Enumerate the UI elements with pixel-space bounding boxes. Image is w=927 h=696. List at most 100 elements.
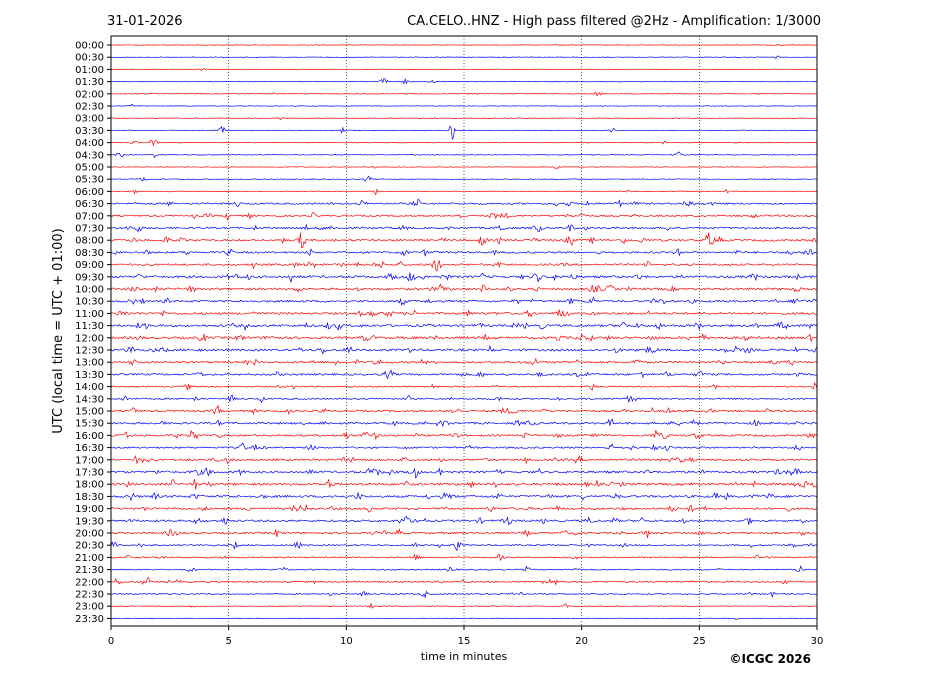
y-tick-label: 07:00 — [75, 211, 104, 222]
seismic-trace — [111, 333, 817, 343]
y-tick-label: 15:30 — [75, 419, 104, 430]
seismic-trace — [111, 442, 817, 451]
y-tick-label: 02:00 — [75, 89, 104, 100]
x-tick-label: 25 — [693, 636, 706, 647]
y-tick-label: 01:00 — [75, 65, 104, 76]
seismic-trace — [111, 248, 817, 257]
y-tick-label: 06:30 — [75, 199, 104, 210]
y-tick-label: 21:00 — [75, 553, 104, 564]
y-tick-label: 20:00 — [75, 529, 104, 540]
x-axis-ticks: 0 5 10 15 20 25 30 — [108, 626, 824, 647]
seismic-trace — [111, 467, 817, 479]
seismic-trace — [111, 103, 817, 107]
y-tick-label: 16:30 — [75, 443, 104, 454]
seismic-trace — [111, 503, 817, 513]
y-tick-label: 11:30 — [75, 321, 104, 332]
y-tick-label: 22:30 — [75, 590, 104, 601]
seismic-trace — [111, 296, 817, 306]
y-tick-label: 00:00 — [75, 41, 104, 52]
seismic-trace — [111, 67, 817, 72]
seismic-trace — [111, 321, 817, 331]
seismic-trace — [111, 565, 817, 572]
seismic-trace — [111, 283, 817, 293]
date-label: 31-01-2026 — [107, 14, 183, 29]
seismic-trace — [111, 223, 817, 233]
y-tick-label: 01:30 — [75, 77, 104, 88]
y-tick-label: 18:00 — [75, 480, 104, 491]
seismic-trace — [111, 394, 817, 404]
y-tick-label: 21:30 — [75, 565, 104, 576]
seismic-trace — [111, 139, 817, 147]
seismic-trace — [111, 55, 817, 60]
seismic-trace — [111, 454, 817, 465]
y-tick-label: 14:30 — [75, 394, 104, 405]
y-tick-label: 19:30 — [75, 516, 104, 527]
seismic-trace — [111, 553, 817, 562]
seismic-trace — [111, 91, 817, 97]
seismic-trace — [111, 198, 817, 208]
seismic-trace — [111, 125, 817, 140]
seismic-trace — [111, 515, 817, 526]
y-tick-label: 23:30 — [75, 614, 104, 625]
seismic-trace — [111, 491, 817, 502]
vertical-grid-lines — [228, 36, 700, 626]
plot-frame — [110, 35, 818, 627]
y-tick-label: 05:30 — [75, 175, 104, 186]
y-tick-label: 08:00 — [75, 236, 104, 247]
y-tick-label: 09:00 — [75, 260, 104, 271]
y-tick-label: 11:00 — [75, 309, 104, 320]
y-tick-label: 20:30 — [75, 541, 104, 552]
seismic-trace — [111, 617, 817, 620]
y-tick-label: 13:30 — [75, 370, 104, 381]
y-tick-label: 12:00 — [75, 333, 104, 344]
x-tick-label: 10 — [340, 636, 353, 647]
seismic-trace — [111, 117, 817, 120]
seismic-trace — [111, 479, 817, 490]
seismic-trace — [111, 260, 817, 272]
seismic-trace — [111, 188, 817, 196]
seismic-trace — [111, 77, 817, 85]
y-tick-label: 13:00 — [75, 358, 104, 369]
y-tick-label: 05:00 — [75, 163, 104, 174]
seismic-trace — [111, 590, 817, 599]
x-tick-label: 0 — [108, 636, 114, 647]
x-tick-label: 5 — [225, 636, 231, 647]
seismic-trace — [111, 429, 817, 441]
x-tick-label: 30 — [811, 636, 824, 647]
y-tick-label: 03:00 — [75, 114, 104, 125]
y-tick-label: 04:00 — [75, 138, 104, 149]
x-tick-label: 20 — [575, 636, 588, 647]
seismic-trace — [111, 404, 817, 416]
chart-title: CA.CELO..HNZ - High pass filtered @2Hz -… — [407, 14, 821, 29]
y-tick-label: 17:00 — [75, 455, 104, 466]
y-tick-label: 12:30 — [75, 346, 104, 357]
y-tick-label: 03:30 — [75, 126, 104, 137]
seismic-trace — [111, 272, 817, 284]
y-tick-label: 23:00 — [75, 602, 104, 613]
copyright-label: ©ICGC 2026 — [729, 652, 811, 666]
seismic-trace — [111, 44, 817, 47]
y-tick-label: 02:30 — [75, 102, 104, 113]
seismic-trace — [111, 528, 817, 539]
seismic-trace — [111, 382, 817, 391]
seismic-trace — [111, 418, 817, 428]
seismic-trace — [111, 577, 817, 586]
seismic-trace — [111, 309, 817, 318]
seismic-trace — [111, 212, 817, 221]
y-tick-label: 14:00 — [75, 382, 104, 393]
y-tick-label: 06:00 — [75, 187, 104, 198]
seismic-trace — [111, 357, 817, 367]
y-tick-label: 16:00 — [75, 431, 104, 442]
y-tick-label: 09:30 — [75, 272, 104, 283]
seismic-trace — [111, 151, 817, 159]
y-tick-label: 15:00 — [75, 407, 104, 418]
y-tick-label: 04:30 — [75, 150, 104, 161]
x-axis-label: time in minutes — [421, 650, 508, 663]
x-tick-label: 15 — [458, 636, 471, 647]
y-tick-label: 00:30 — [75, 53, 104, 64]
y-axis-label: UTC (local time = UTC + 01:00) — [51, 228, 66, 433]
seismic-trace — [111, 165, 817, 170]
seismic-trace — [111, 344, 817, 355]
y-tick-label: 17:30 — [75, 468, 104, 479]
